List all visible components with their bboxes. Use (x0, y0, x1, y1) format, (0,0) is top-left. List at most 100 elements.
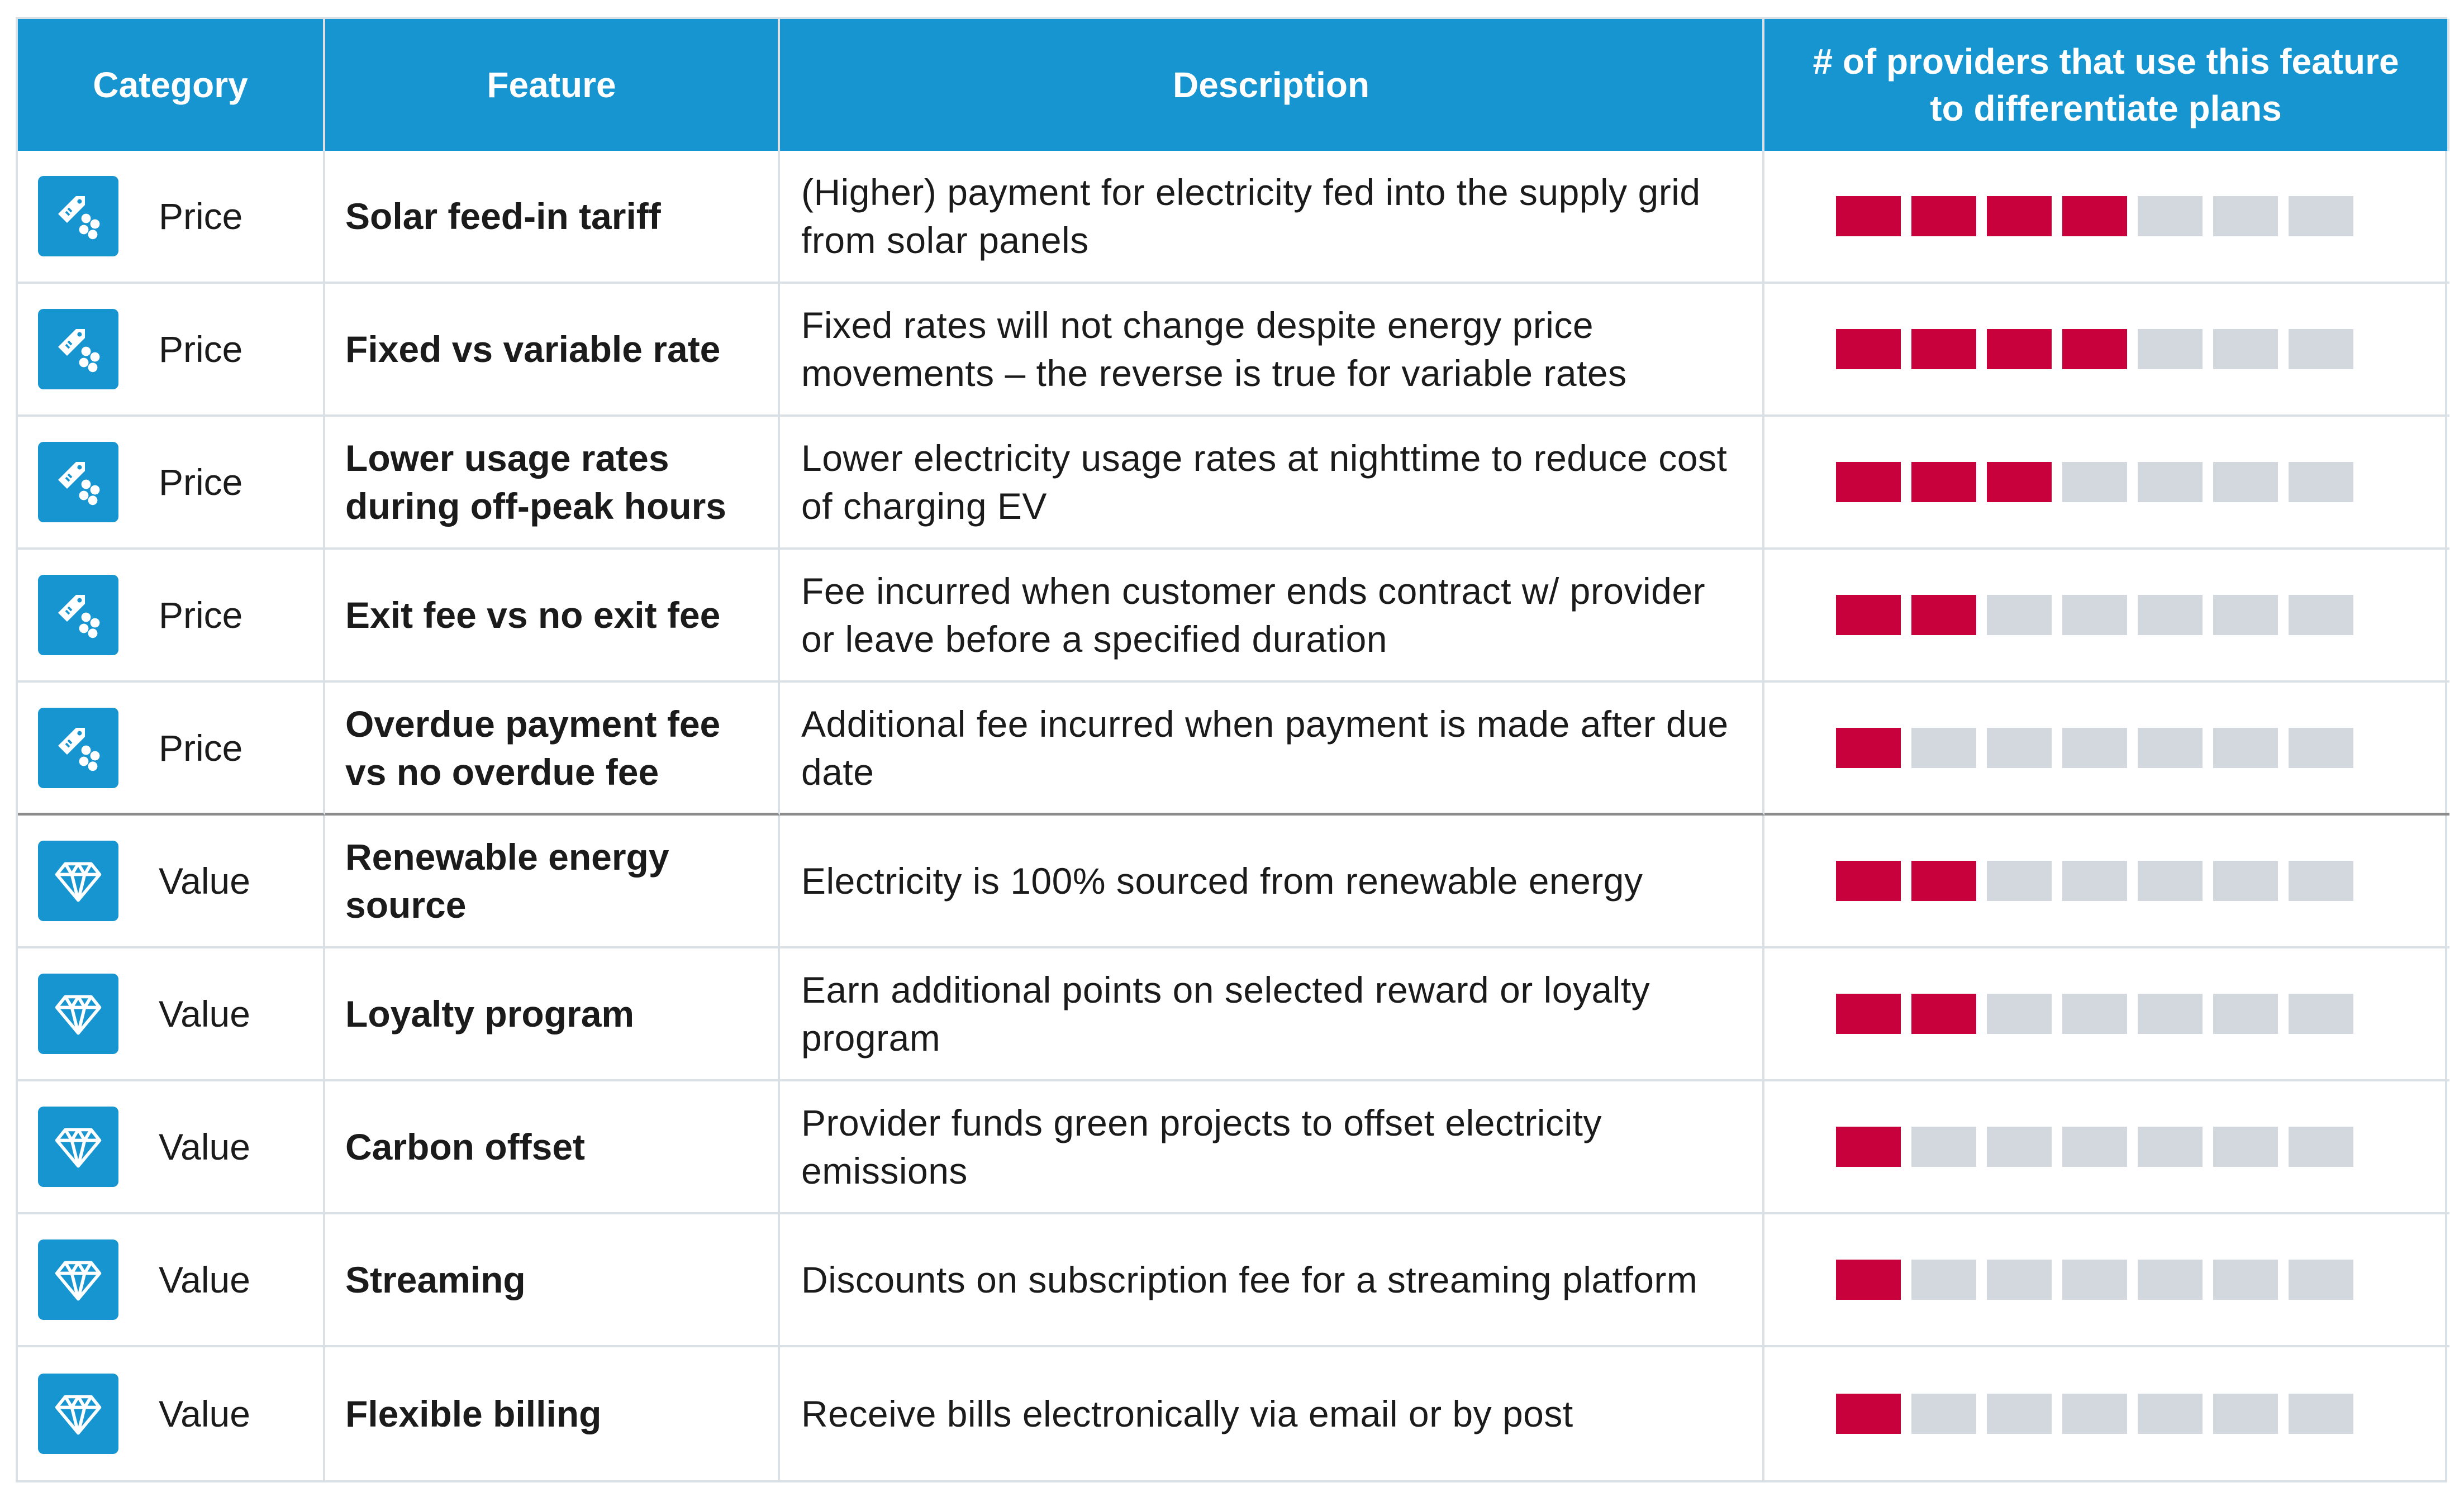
providers-cell (1764, 1214, 2449, 1347)
category-cell: Price (18, 284, 325, 417)
provider-count-bar (1836, 727, 2353, 768)
description-text: Lower electricity usage rates at nightti… (780, 417, 1764, 550)
header-description: Description (780, 19, 1764, 151)
category-label: Price (159, 196, 243, 237)
provider-segment-filled (1836, 329, 1901, 369)
description-text: Earn additional points on selected rewar… (780, 948, 1764, 1081)
provider-segment-empty (2062, 727, 2127, 768)
category-icon-badge (38, 176, 118, 256)
category-label: Price (159, 461, 243, 503)
provider-count-bar (1836, 1127, 2353, 1167)
price-tag-icon (58, 196, 100, 240)
category-label: Value (159, 1126, 250, 1167)
diamond-icon (55, 1395, 102, 1435)
provider-segment-empty (2138, 727, 2203, 768)
provider-segment-filled (1836, 595, 1901, 635)
provider-segment-empty (1911, 727, 1976, 768)
diamond-icon (55, 1261, 102, 1301)
provider-segment-filled (1836, 1127, 1901, 1167)
category-icon-badge (38, 442, 118, 522)
category-icon-badge (38, 707, 118, 788)
description-text: Additional fee incurred when payment is … (780, 683, 1764, 816)
provider-count-bar (1836, 462, 2353, 502)
provider-segment-empty (1987, 1127, 2052, 1167)
category-icon-badge (38, 1239, 118, 1320)
feature-label: Solar feed-in tariff (325, 151, 780, 284)
category-cell: Value (18, 1214, 325, 1347)
provider-segment-empty (1987, 1394, 2052, 1434)
diamond-icon (55, 862, 102, 902)
providers-cell (1764, 550, 2449, 683)
header-providers-line1: # of providers that use this feature (1813, 41, 2399, 82)
provider-segment-empty (2289, 196, 2353, 236)
provider-segment-filled (1987, 462, 2052, 502)
provider-segment-empty (2289, 462, 2353, 502)
provider-segment-empty (2138, 861, 2203, 901)
provider-segment-empty (2289, 1260, 2353, 1300)
feature-label: Renewable energy source (325, 816, 780, 948)
description-text: Fixed rates will not change despite ener… (780, 284, 1764, 417)
provider-segment-filled (2062, 196, 2127, 236)
provider-segment-empty (2213, 1260, 2278, 1300)
provider-segment-empty (2289, 1394, 2353, 1434)
category-icon-badge (38, 841, 118, 921)
feature-label: Lower usage rates during off-peak hours (325, 417, 780, 550)
price-tag-icon (58, 595, 100, 638)
header-providers-line2: to differentiate plans (1930, 88, 2282, 128)
category-icon-badge (38, 1374, 118, 1454)
feature-label: Exit fee vs no exit fee (325, 550, 780, 683)
provider-count-bar (1836, 329, 2353, 369)
provider-segment-empty (2138, 994, 2203, 1034)
providers-cell (1764, 151, 2449, 284)
price-tag-icon (58, 329, 100, 373)
feature-label: Overdue payment fee vs no overdue fee (325, 683, 780, 816)
provider-segment-empty (2062, 1394, 2127, 1434)
providers-cell (1764, 284, 2449, 417)
header-providers: # of providers that use this feature to d… (1764, 19, 2449, 151)
category-label: Price (159, 328, 243, 370)
provider-segment-empty (2138, 595, 2203, 635)
category-label: Value (159, 1393, 250, 1434)
category-cell: Value (18, 948, 325, 1081)
provider-segment-empty (2062, 595, 2127, 635)
provider-segment-empty (2062, 994, 2127, 1034)
description-text: Fee incurred when customer ends contract… (780, 550, 1764, 683)
provider-segment-empty (1987, 727, 2052, 768)
provider-segment-empty (2213, 196, 2278, 236)
category-cell: Price (18, 417, 325, 550)
feature-label: Streaming (325, 1214, 780, 1347)
provider-segment-filled (1911, 595, 1976, 635)
provider-segment-filled (1987, 196, 2052, 236)
feature-table: Category Feature Description # of provid… (16, 17, 2449, 1482)
providers-cell (1764, 816, 2449, 948)
providers-cell (1764, 417, 2449, 550)
provider-segment-empty (2138, 329, 2203, 369)
category-cell: Value (18, 1347, 325, 1480)
provider-segment-empty (2289, 861, 2353, 901)
provider-segment-empty (2138, 462, 2203, 502)
provider-segment-filled (1836, 462, 1901, 502)
providers-cell (1764, 948, 2449, 1081)
provider-segment-empty (1987, 994, 2052, 1034)
provider-segment-filled (1911, 994, 1976, 1034)
diamond-icon (55, 1128, 102, 1168)
provider-count-bar (1836, 1260, 2353, 1300)
price-tag-icon (58, 462, 100, 506)
category-label: Value (159, 993, 250, 1034)
feature-label: Fixed vs variable rate (325, 284, 780, 417)
provider-segment-filled (1836, 861, 1901, 901)
description-text: Electricity is 100% sourced from renewab… (780, 816, 1764, 948)
provider-segment-empty (1987, 595, 2052, 635)
provider-segment-empty (2213, 994, 2278, 1034)
provider-segment-empty (2213, 1394, 2278, 1434)
providers-cell (1764, 1347, 2449, 1480)
provider-segment-empty (2289, 727, 2353, 768)
providers-cell (1764, 1081, 2449, 1214)
provider-segment-empty (1911, 1260, 1976, 1300)
header-providers-text: # of providers that use this feature to d… (1813, 38, 2399, 132)
category-cell: Price (18, 550, 325, 683)
provider-segment-empty (1911, 1394, 1976, 1434)
category-icon-badge (38, 1107, 118, 1187)
provider-segment-filled (1987, 329, 2052, 369)
header-feature: Feature (325, 19, 780, 151)
